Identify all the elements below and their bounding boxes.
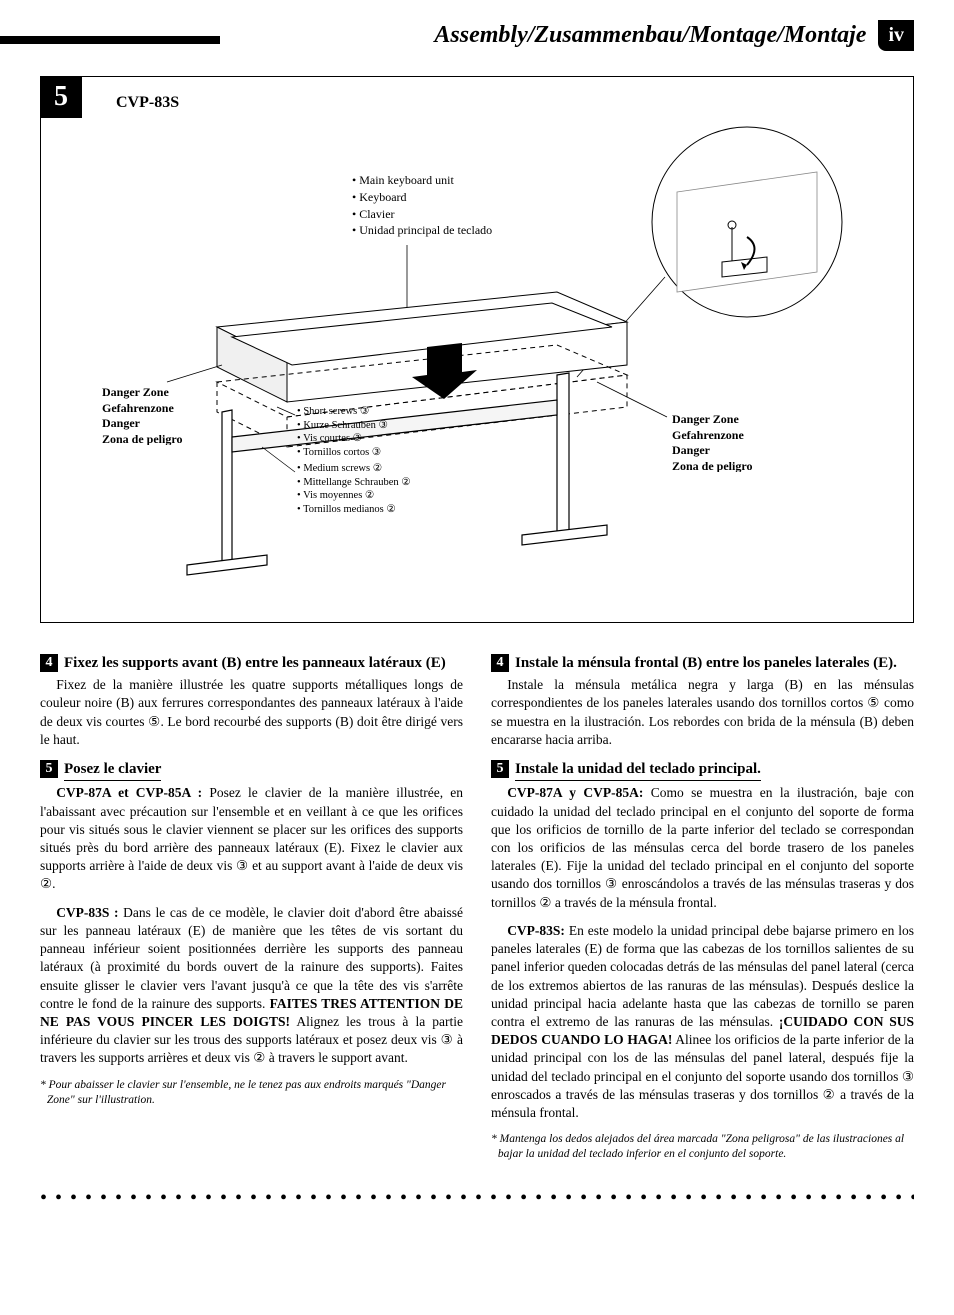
dotted-separator: ••••••••••••••••••••••••••••••••••••••••… bbox=[40, 1187, 914, 1210]
text-columns: 4 Fixez les supports avant (B) entre les… bbox=[40, 653, 914, 1162]
step-5-icon: 5 bbox=[40, 760, 58, 778]
spanish-column: 4 Instale la ménsula frontal (B) entre l… bbox=[491, 653, 914, 1162]
main-unit-labels: Main keyboard unit Keyboard Clavier Unid… bbox=[352, 172, 572, 239]
es-para-5a: CVP-87A y CVP-85A: Como se muestra en la… bbox=[491, 784, 914, 912]
danger-zone-right: Danger Zone Gefahrenzone Danger Zona de … bbox=[672, 412, 822, 472]
page-number-badge: iv bbox=[878, 20, 914, 51]
fr-para-5b: CVP-83S : Dans le cas de ce modèle, le c… bbox=[40, 904, 463, 1068]
header-title: Assembly/Zusammenbau/Montage/Montaje bbox=[434, 22, 866, 49]
fr-heading-4: 4 Fixez les supports avant (B) entre les… bbox=[40, 653, 463, 673]
step-number-badge: 5 bbox=[40, 76, 82, 118]
short-screws-labels: Short screws ③ Kurze Schrauben ③ Vis cou… bbox=[297, 405, 457, 460]
step-4-icon: 4 bbox=[40, 654, 58, 672]
step-4-icon: 4 bbox=[491, 654, 509, 672]
fr-footnote: * Pour abaisser le clavier sur l'ensembl… bbox=[40, 1078, 463, 1108]
es-heading-5: 5 Instale la unidad del teclado principa… bbox=[491, 759, 914, 781]
danger-zone-left: Danger Zone Gefahrenzone Danger Zona de … bbox=[102, 385, 222, 445]
diagram-panel: 5 CVP-83S Main keyboard unit Keyboard Cl… bbox=[40, 76, 914, 623]
step-5-icon: 5 bbox=[491, 760, 509, 778]
es-para-4: Instale la ménsula metálica negra y larg… bbox=[491, 676, 914, 749]
model-label: CVP-83S bbox=[116, 94, 888, 112]
es-heading-4: 4 Instale la ménsula frontal (B) entre l… bbox=[491, 653, 914, 673]
fr-para-5a: CVP-87A et CVP-85A : Posez le clavier de… bbox=[40, 784, 463, 893]
assembly-diagram: Main keyboard unit Keyboard Clavier Unid… bbox=[66, 117, 888, 597]
page-header: Assembly/Zusammenbau/Montage/Montaje iv bbox=[40, 20, 914, 51]
header-rule bbox=[0, 36, 220, 44]
medium-screws-labels: Medium screws ② Mittellange Schrauben ② … bbox=[297, 462, 477, 517]
es-para-5b: CVP-83S: En este modelo la unidad princi… bbox=[491, 922, 914, 1122]
french-column: 4 Fixez les supports avant (B) entre les… bbox=[40, 653, 463, 1162]
fr-para-4: Fixez de la manière illustrée les quatre… bbox=[40, 676, 463, 749]
es-footnote: * Mantenga los dedos alejados del área m… bbox=[491, 1132, 914, 1162]
fr-heading-5: 5 Posez le clavier bbox=[40, 759, 463, 781]
